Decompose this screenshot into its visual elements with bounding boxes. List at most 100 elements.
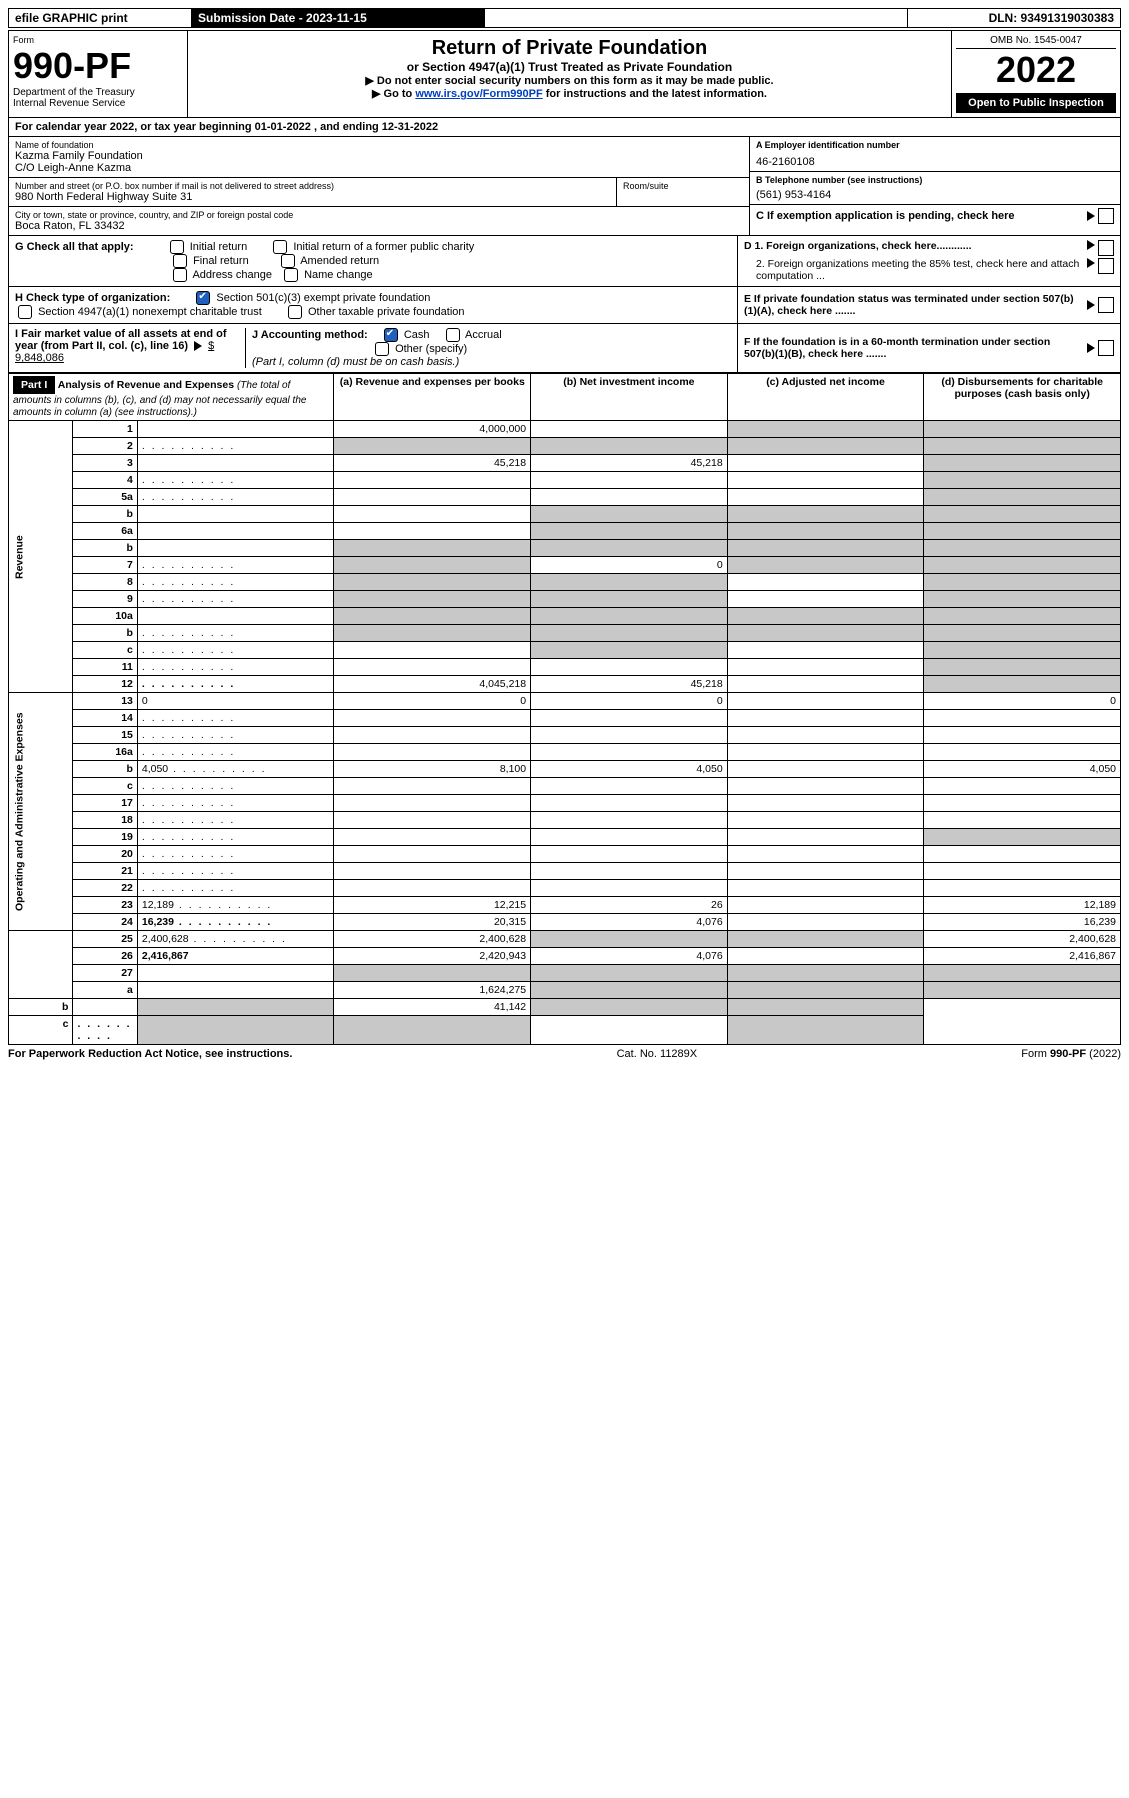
table-row: 22 [9, 880, 1121, 897]
line-description [137, 659, 334, 676]
line-number: 25 [73, 931, 137, 948]
g-initial-public-checkbox[interactable] [273, 240, 287, 254]
col-c-value [727, 982, 924, 999]
line-description [137, 863, 334, 880]
col-a-value [137, 1016, 334, 1045]
col-b-value [531, 982, 728, 999]
g-name-checkbox[interactable] [284, 268, 298, 282]
col-c-value [727, 676, 924, 693]
line-number: b [73, 761, 137, 778]
col-a-value [334, 659, 531, 676]
line-number: 3 [73, 455, 137, 472]
d1-label: D 1. Foreign organizations, check here..… [744, 240, 1084, 256]
col-d-value [924, 608, 1121, 625]
line-number: 4 [73, 472, 137, 489]
page-footer: For Paperwork Reduction Act Notice, see … [8, 1045, 1121, 1063]
line-description [73, 999, 137, 1016]
col-b-value [531, 727, 728, 744]
line-description [137, 846, 334, 863]
f-checkbox[interactable] [1098, 340, 1114, 356]
table-row: 345,21845,218 [9, 455, 1121, 472]
h-4947-checkbox[interactable] [18, 305, 32, 319]
part1-table: Part I Analysis of Revenue and Expenses … [8, 373, 1121, 1045]
col-c-value [727, 795, 924, 812]
line-number: 17 [73, 795, 137, 812]
col-d-value [924, 880, 1121, 897]
table-row: 16a [9, 744, 1121, 761]
line-description [137, 421, 334, 438]
table-row: 5a [9, 489, 1121, 506]
col-a-value [334, 523, 531, 540]
col-b-value [531, 931, 728, 948]
col-d-value [924, 965, 1121, 982]
col-a-value [334, 880, 531, 897]
d2-checkbox[interactable] [1098, 258, 1114, 274]
table-row: Revenue14,000,000 [9, 421, 1121, 438]
col-a-value [334, 795, 531, 812]
table-row: 2312,18912,2152612,189 [9, 897, 1121, 914]
col-c-value [531, 1016, 728, 1045]
line-number: 26 [73, 948, 137, 965]
col-b-value [531, 489, 728, 506]
col-c-value [727, 489, 924, 506]
col-d-value [924, 795, 1121, 812]
col-c-value [727, 914, 924, 931]
col-b-value: 4,076 [531, 948, 728, 965]
col-b-value [531, 642, 728, 659]
table-row: 9 [9, 591, 1121, 608]
line-number: 23 [73, 897, 137, 914]
col-b-value [531, 438, 728, 455]
table-row: 2416,23920,3154,07616,239 [9, 914, 1121, 931]
table-row: 124,045,21845,218 [9, 676, 1121, 693]
arrow-icon [1087, 343, 1095, 353]
line-number: 16a [73, 744, 137, 761]
h-501c3-checkbox[interactable] [196, 291, 210, 305]
line-number: b [73, 540, 137, 557]
revenue-vertical-label: Revenue [9, 421, 73, 693]
col-c-value [727, 591, 924, 608]
col-a-value [137, 999, 334, 1016]
line-number: c [73, 778, 137, 795]
col-b-value [531, 778, 728, 795]
j-cash-checkbox[interactable] [384, 328, 398, 342]
form990pf-link[interactable]: www.irs.gov/Form990PF [415, 88, 542, 100]
line-description: 12,189 [137, 897, 334, 914]
f-label: F If the foundation is in a 60-month ter… [744, 336, 1084, 360]
d2-label: 2. Foreign organizations meeting the 85%… [744, 258, 1084, 282]
col-a-value [334, 727, 531, 744]
j-other-checkbox[interactable] [375, 342, 389, 356]
g-final-checkbox[interactable] [173, 254, 187, 268]
line-description [137, 744, 334, 761]
table-row: 70 [9, 557, 1121, 574]
footer-left: For Paperwork Reduction Act Notice, see … [8, 1048, 292, 1060]
j-accrual-checkbox[interactable] [446, 328, 460, 342]
table-row: b41,142 [9, 999, 1121, 1016]
ein-value: 46-2160108 [756, 150, 1114, 168]
col-c-value [727, 523, 924, 540]
col-c-value [727, 778, 924, 795]
line-description [137, 982, 334, 999]
line-number: 27 [73, 965, 137, 982]
form-label: Form [13, 35, 183, 45]
col-d-value [924, 710, 1121, 727]
c-checkbox[interactable] [1098, 208, 1114, 224]
col-d-value [924, 506, 1121, 523]
arrow-icon [1087, 211, 1095, 221]
e-checkbox[interactable] [1098, 297, 1114, 313]
g-amended-checkbox[interactable] [281, 254, 295, 268]
col-d-value [924, 812, 1121, 829]
g-address-checkbox[interactable] [173, 268, 187, 282]
col-a-value [334, 557, 531, 574]
line-number: 22 [73, 880, 137, 897]
line-description [137, 438, 334, 455]
col-a-value [334, 506, 531, 523]
h-other-checkbox[interactable] [288, 305, 302, 319]
line-description: 2,400,628 [137, 931, 334, 948]
city-label: City or town, state or province, country… [15, 210, 743, 220]
topbar: efile GRAPHIC print Submission Date - 20… [8, 8, 1121, 28]
line-description [137, 812, 334, 829]
line-number: 11 [73, 659, 137, 676]
g-initial-checkbox[interactable] [170, 240, 184, 254]
col-c-value [727, 438, 924, 455]
d1-checkbox[interactable] [1098, 240, 1114, 256]
